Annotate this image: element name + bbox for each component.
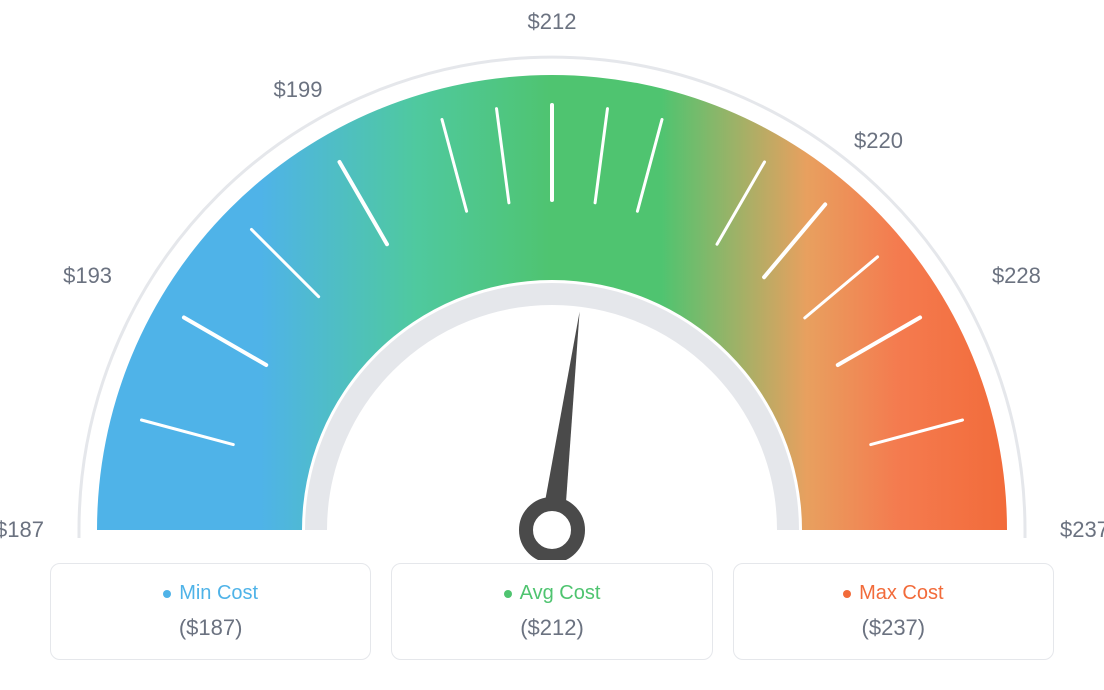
legend-container: Min Cost ($187) Avg Cost ($212) Max Cost… — [0, 563, 1104, 660]
legend-dot-min — [163, 590, 171, 598]
legend-label-avg: Avg Cost — [504, 582, 601, 605]
svg-text:$220: $220 — [854, 128, 903, 153]
legend-value-max: ($237) — [754, 615, 1033, 641]
legend-label-text: Max Cost — [859, 582, 943, 605]
legend-label-max: Max Cost — [843, 582, 943, 605]
legend-value-min: ($187) — [71, 615, 350, 641]
legend-label-min: Min Cost — [163, 582, 258, 605]
gauge-chart: $187 $193 $199 $212 $220 $228 $237 — [0, 0, 1104, 560]
svg-text:$187: $187 — [0, 517, 44, 542]
svg-text:$193: $193 — [63, 263, 112, 288]
legend-card-min: Min Cost ($187) — [50, 563, 371, 660]
legend-label-text: Avg Cost — [520, 582, 601, 605]
svg-text:$237: $237 — [1060, 517, 1104, 542]
legend-dot-max — [843, 590, 851, 598]
gauge-svg: $187 $193 $199 $212 $220 $228 $237 — [0, 0, 1104, 560]
legend-dot-avg — [504, 590, 512, 598]
svg-text:$199: $199 — [274, 77, 323, 102]
legend-card-max: Max Cost ($237) — [733, 563, 1054, 660]
legend-card-avg: Avg Cost ($212) — [391, 563, 712, 660]
svg-text:$228: $228 — [992, 263, 1041, 288]
legend-label-text: Min Cost — [179, 582, 258, 605]
svg-text:$212: $212 — [528, 9, 577, 34]
legend-value-avg: ($212) — [412, 615, 691, 641]
